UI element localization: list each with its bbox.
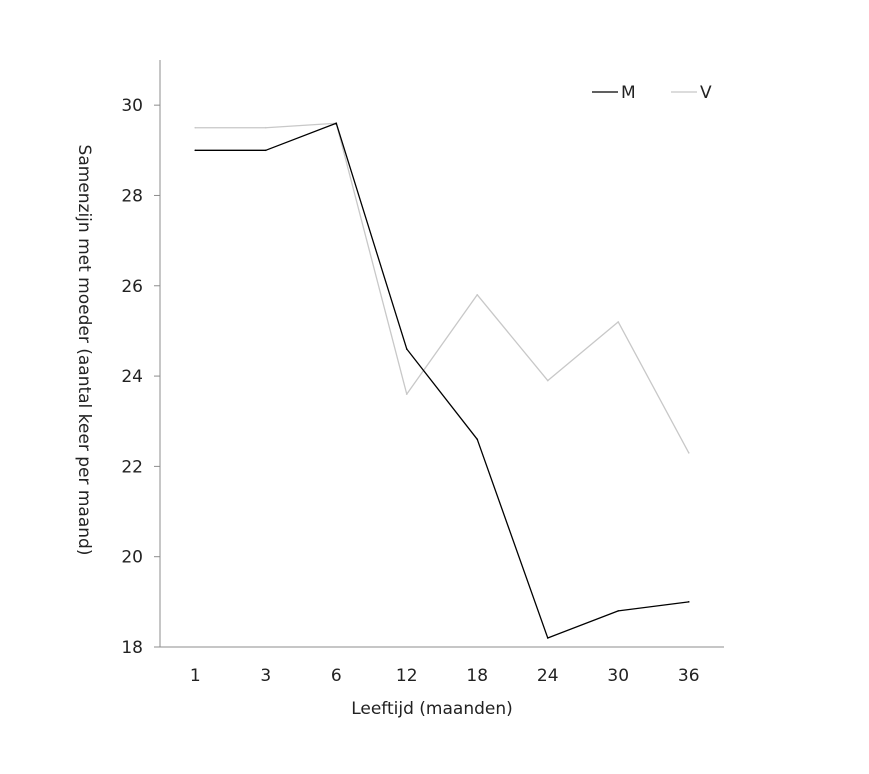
- y-tick-label: 24: [121, 367, 143, 387]
- data-point-v: [687, 452, 690, 454]
- x-tick-label: 6: [331, 666, 342, 686]
- legend-item-m: M: [592, 83, 636, 103]
- x-tick-label: 30: [607, 666, 629, 686]
- y-tick-label: 20: [121, 548, 143, 568]
- x-axis-label: Leeftijd (maanden): [351, 699, 513, 719]
- data-point-v: [617, 321, 620, 323]
- x-tick-label: 1: [190, 666, 201, 686]
- x-tick-label: 12: [396, 666, 418, 686]
- x-tick-label: 36: [678, 666, 700, 686]
- data-point-m: [264, 149, 267, 152]
- data-point-m: [335, 122, 338, 125]
- legend-label: M: [621, 83, 636, 103]
- data-point-v: [546, 379, 549, 382]
- series-line-m: [195, 122, 689, 639]
- data-point-v: [264, 126, 267, 129]
- y-axis-label: Samenzijn met moeder (aantal keer per ma…: [74, 145, 94, 556]
- data-point-v: [194, 126, 197, 129]
- data-point-v: [476, 294, 479, 296]
- series-lines: [194, 122, 690, 639]
- data-point-m: [194, 149, 197, 152]
- data-point-m: [617, 610, 620, 612]
- x-tick-label: 24: [537, 666, 559, 686]
- y-tick-label: 26: [121, 277, 143, 297]
- y-tick-label: 30: [121, 96, 143, 116]
- data-point-m: [546, 637, 549, 639]
- data-point-m: [687, 601, 690, 603]
- y-tick-label: 22: [121, 457, 143, 477]
- data-point-m: [476, 438, 479, 441]
- axes: [154, 60, 724, 648]
- x-tick-label: 18: [466, 666, 488, 686]
- data-point-v: [405, 393, 408, 395]
- y-tick-label: 28: [121, 186, 143, 206]
- y-tick-label: 18: [121, 638, 143, 658]
- x-tick-label: 3: [260, 666, 271, 686]
- series-line-v: [195, 122, 690, 454]
- legend-item-v: V: [671, 83, 712, 103]
- legend-label: V: [700, 83, 712, 103]
- data-point-m: [405, 348, 408, 350]
